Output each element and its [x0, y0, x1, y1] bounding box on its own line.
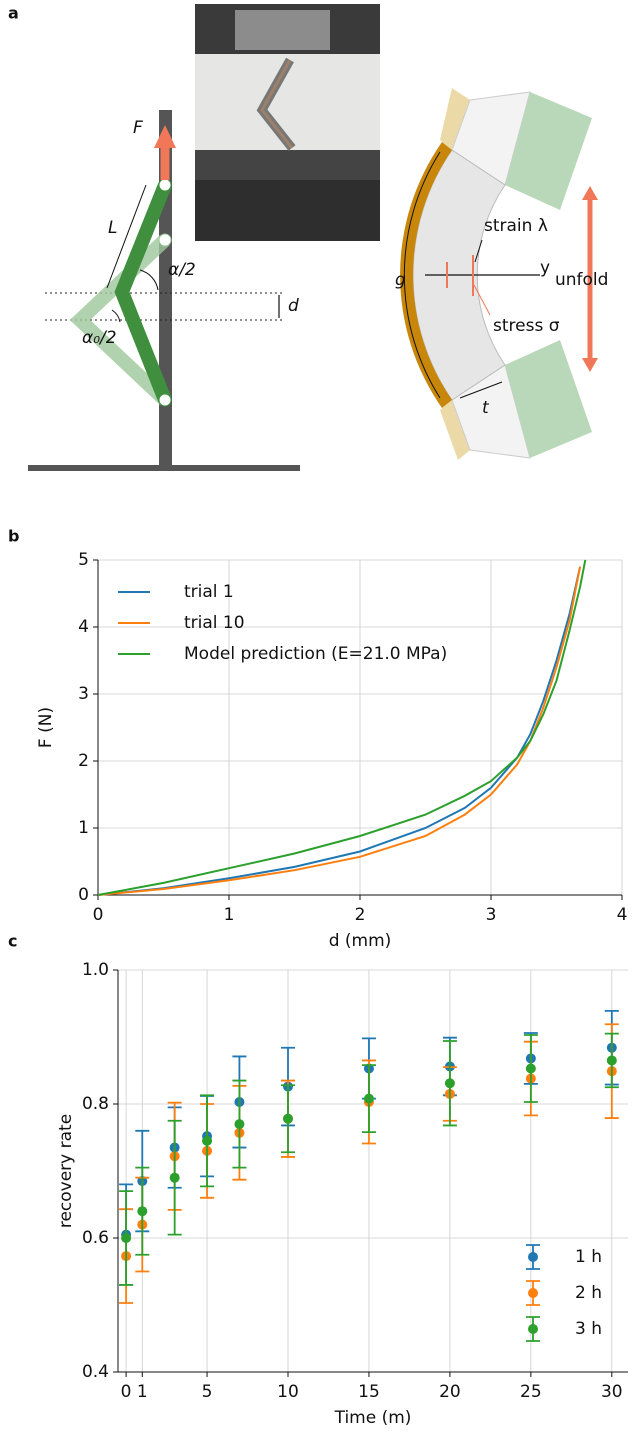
length-label: L: [108, 218, 117, 238]
strain-label: strain λ: [484, 216, 548, 236]
x-tick-label: 0: [121, 1382, 132, 1402]
panel-label: a: [8, 4, 19, 23]
thickness-label: t: [482, 398, 490, 418]
y-tick-label: 1: [78, 818, 89, 838]
x-tick-label: 0: [93, 905, 104, 925]
data-point: [606, 1055, 617, 1066]
y-tick-label: 0: [78, 885, 89, 905]
data-point: [283, 1113, 293, 1124]
legend-label: 3 h: [575, 1319, 602, 1339]
x-tick-label: 25: [520, 1382, 542, 1402]
data-point: [363, 1093, 374, 1104]
x-tick-label: 3: [486, 905, 497, 925]
stress-label: stress σ: [493, 316, 560, 336]
gauge-label: g: [395, 270, 406, 290]
data-point: [234, 1119, 245, 1130]
legend-swatch: [528, 1252, 538, 1262]
displacement-label: d: [288, 296, 299, 316]
x-tick-label: 4: [617, 905, 628, 925]
mechanism-diagram: F L α/2 d α₀/2: [28, 110, 300, 471]
data-point: [202, 1135, 213, 1146]
data-point: [121, 1233, 132, 1243]
y-tick-label: 4: [78, 617, 89, 637]
legend-label: trial 1: [184, 582, 234, 602]
data-point: [444, 1078, 455, 1089]
y-axis-label: F (N): [36, 707, 56, 748]
x-tick-label: 20: [439, 1382, 461, 1402]
y-tick-label: 0.4: [82, 1362, 109, 1382]
x-tick-label: 2: [355, 905, 366, 925]
beam-diagram: g strain λ y unfold stress σ t: [395, 88, 608, 460]
panel-label: b: [8, 527, 19, 546]
legend-swatch: [528, 1324, 538, 1334]
data-point: [525, 1063, 536, 1074]
legend-swatch: [528, 1288, 538, 1298]
legend-label: trial 10: [184, 613, 245, 633]
y-tick-label: 0.8: [82, 1094, 109, 1114]
panel-label: c: [8, 932, 17, 951]
line-series: [97, 566, 582, 896]
y-axis-label: recovery rate: [56, 1114, 76, 1228]
force-label: F: [133, 118, 143, 138]
legend-label: Model prediction (E=21.0 MPa): [184, 644, 447, 664]
data-point: [137, 1206, 148, 1217]
y-tick-label: 3: [78, 684, 89, 704]
photo: [195, 4, 380, 241]
x-tick-label: 10: [277, 1382, 299, 1402]
x-tick-label: 1: [224, 905, 235, 925]
line-series: [97, 566, 582, 896]
y-tick-label: 5: [78, 550, 89, 570]
unfold-label: unfold: [555, 270, 608, 290]
y-tick-label: 1.0: [82, 960, 109, 980]
legend-label: 1 h: [575, 1247, 602, 1267]
legend-label: 2 h: [575, 1283, 602, 1303]
x-tick-label: 15: [358, 1382, 380, 1402]
initial-angle-label: α₀/2: [82, 328, 117, 348]
data-point: [169, 1172, 180, 1183]
angle-label: α/2: [168, 260, 196, 280]
x-tick-label: 5: [202, 1382, 213, 1402]
y-tick-label: 2: [78, 751, 89, 771]
line-series: [97, 559, 587, 896]
x-tick-label: 1: [137, 1382, 148, 1402]
axis-label: y: [540, 258, 550, 278]
x-axis-label: Time (m): [334, 1408, 412, 1428]
x-axis-label: d (mm): [329, 931, 392, 951]
y-tick-label: 0.6: [82, 1228, 109, 1248]
x-tick-label: 30: [601, 1382, 623, 1402]
